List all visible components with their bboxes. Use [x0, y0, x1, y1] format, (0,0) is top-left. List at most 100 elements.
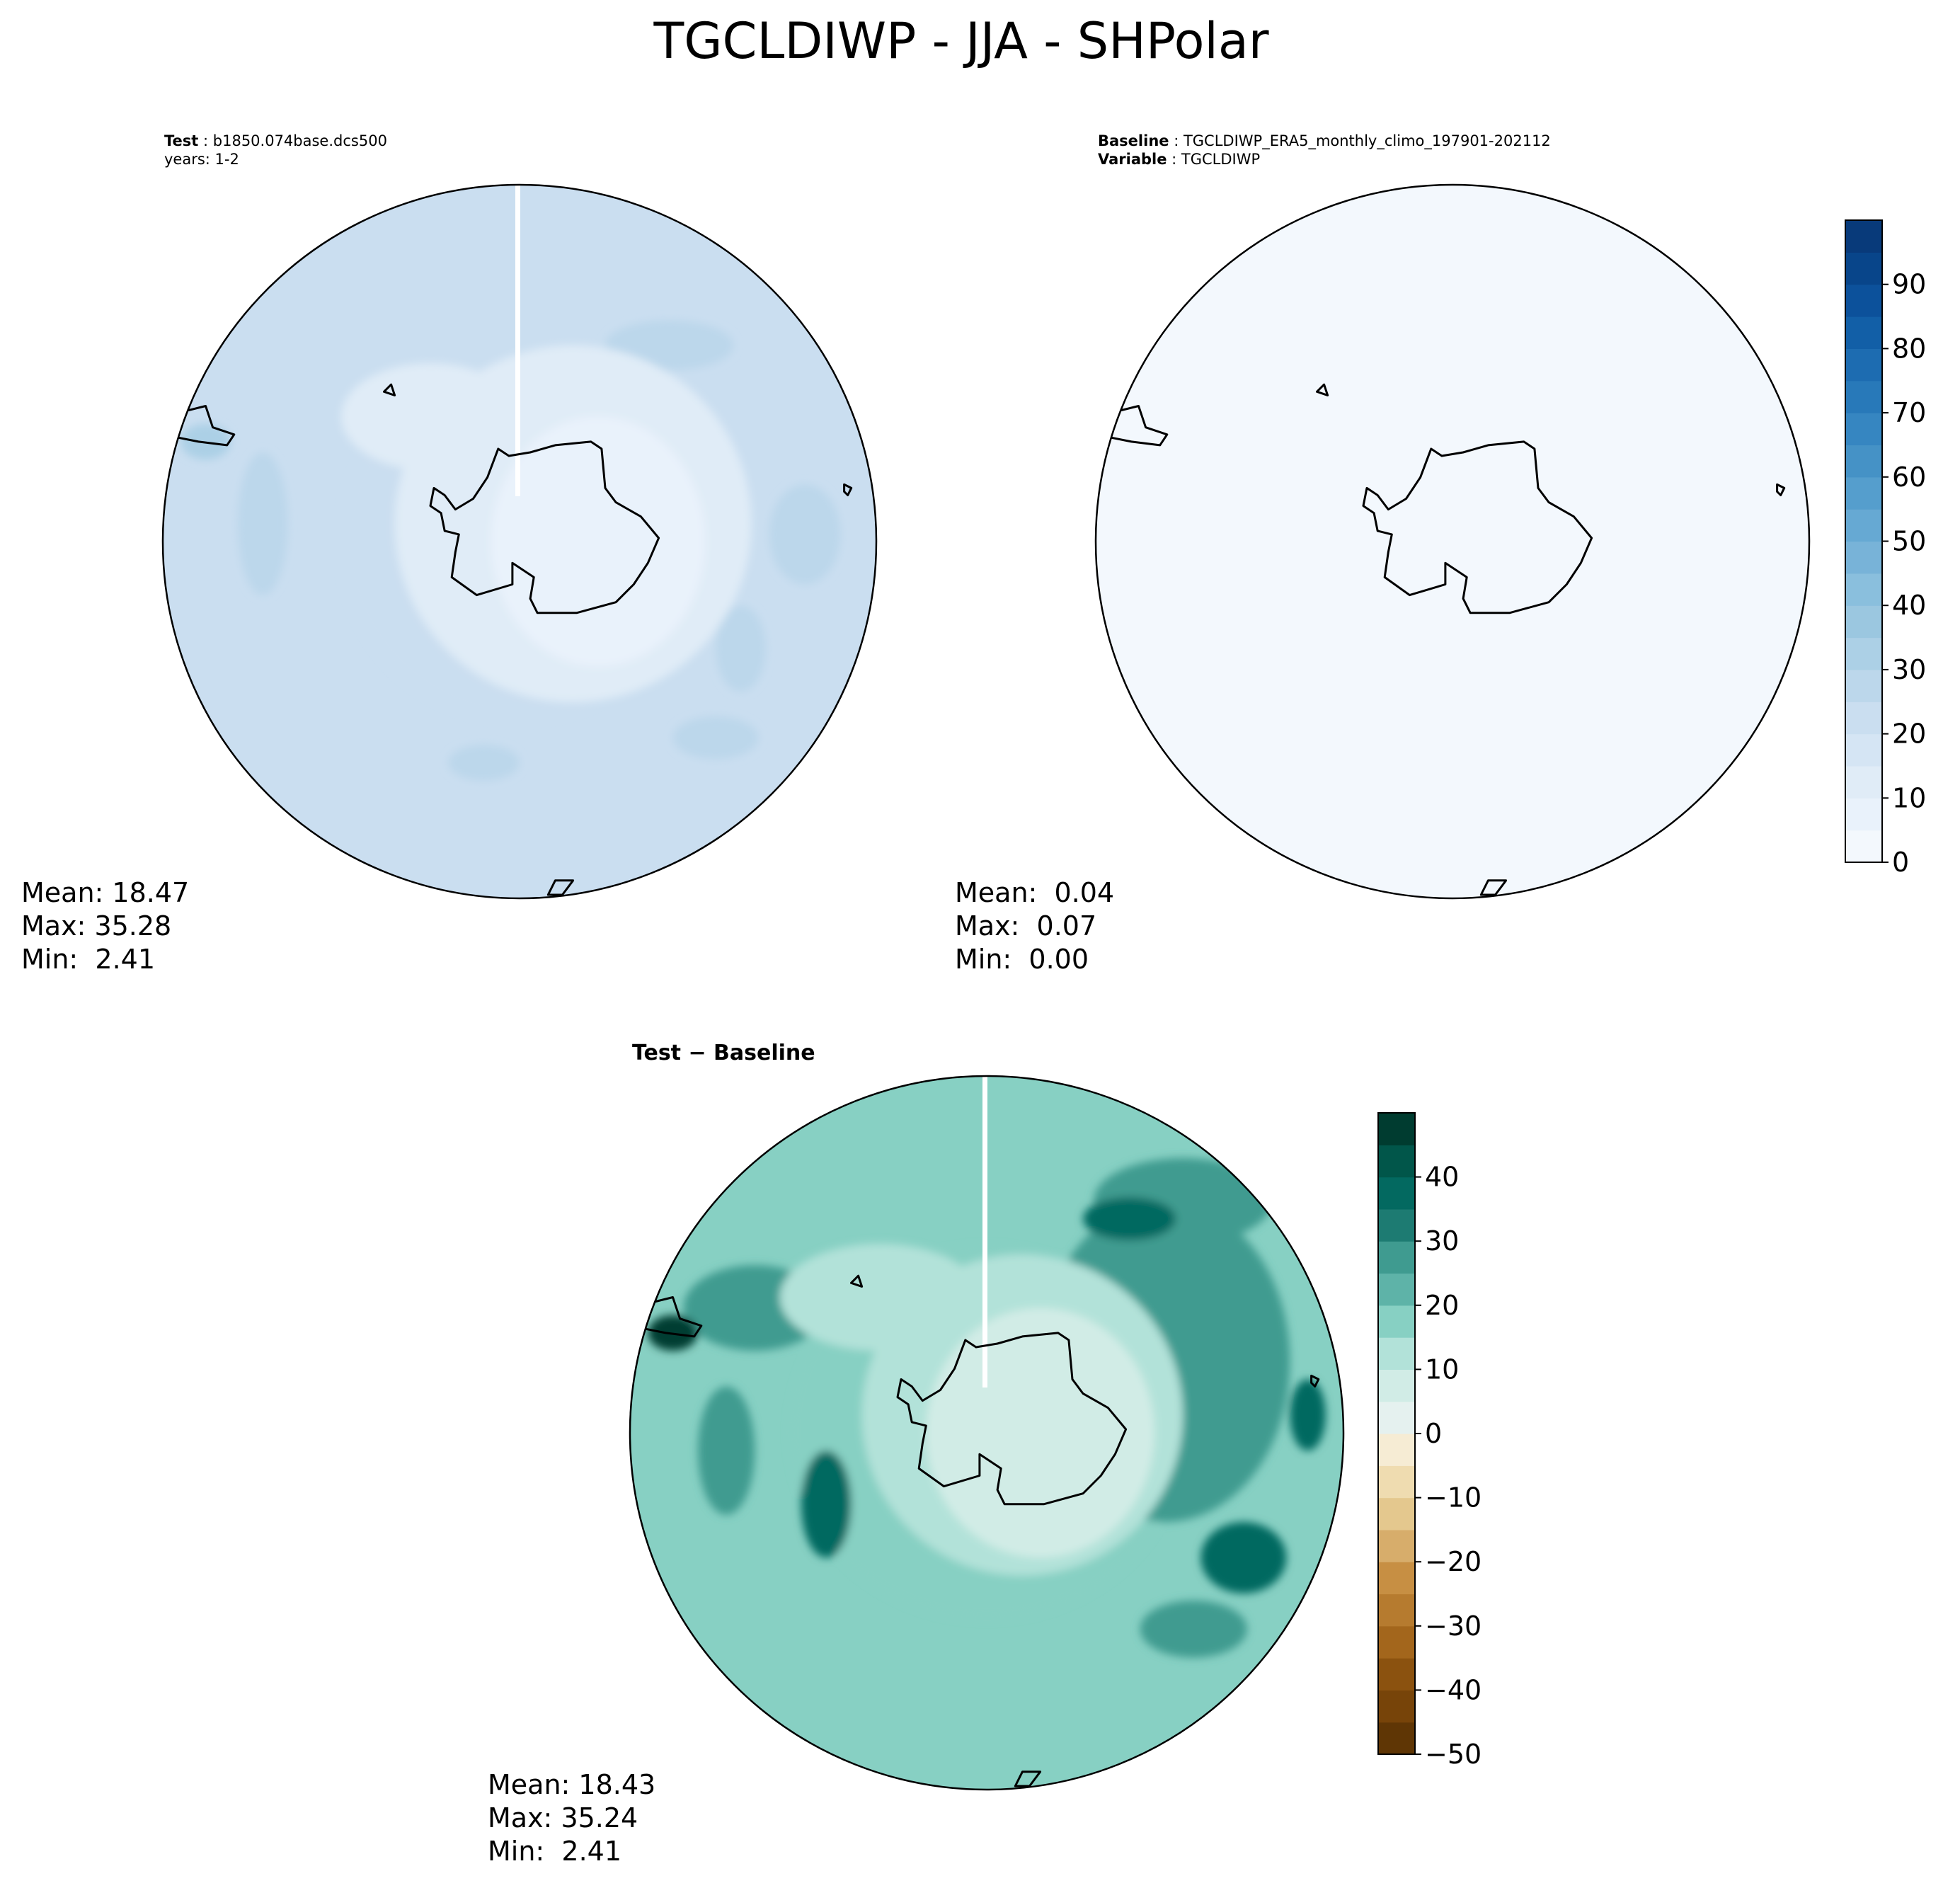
panel-difference-field-region-4-1: [779, 1243, 980, 1351]
colorbar-blues-band-13: [1845, 413, 1882, 446]
colorbar-blues-band-7: [1845, 605, 1882, 639]
panel-test-header-value: b1850.074base.dcs500: [213, 132, 387, 149]
panel-baseline-header-line-1: Baseline : TGCLDIWP_ERA5_monthly_climo_1…: [1098, 132, 1551, 150]
panel-test-map-boundary: [161, 183, 878, 900]
colorbar-blues-band-2: [1845, 765, 1882, 799]
colorbar-brbg-band-6: [1378, 1529, 1415, 1562]
colorbar-brbg-band-3: [1378, 1625, 1415, 1659]
panel-difference-field-region-1-3: [1140, 1600, 1247, 1658]
panel-difference-coastline-antarctica: [896, 1332, 1128, 1506]
colorbar-brbg-band-18: [1378, 1145, 1415, 1178]
colorbar-blues-band-3: [1845, 733, 1882, 767]
colorbar-brbg-tick-label-3: −20: [1425, 1546, 1482, 1577]
colorbar-blues-band-9: [1845, 541, 1882, 574]
panel-test-field-region-4-0: [491, 416, 706, 667]
panel-test-field-region-1-5: [716, 605, 766, 692]
colorbar-blues-band-17: [1845, 284, 1882, 317]
panel-test-header-line-1: Test : b1850.074base.dcs500: [164, 132, 387, 149]
colorbar-blues-tick-label-0: 0: [1892, 847, 1909, 878]
panel-test-coastline-kerguelen: [843, 483, 853, 496]
panel-test-coastline-south-shetland: [383, 383, 396, 396]
colorbar-blues-band-12: [1845, 445, 1882, 478]
colorbar-brbg-tick-label-9: 40: [1425, 1162, 1459, 1193]
panel-baseline-stat-max: Max: 0.07: [955, 910, 1096, 942]
panel-difference-coastline-south-shetland: [850, 1274, 864, 1288]
colorbar-brbg-tick-label-2: −30: [1425, 1610, 1482, 1642]
colorbar-blues-tick-label-5: 50: [1892, 526, 1926, 557]
colorbar-brbg-band-5: [1378, 1562, 1415, 1595]
panel-test-field-region-1-0: [237, 452, 288, 595]
panel-baseline-coastline-south-shetland: [1316, 383, 1329, 396]
panel-baseline-coastline-antarctica: [1362, 440, 1593, 614]
panel-baseline-field-blobs: [1096, 185, 1809, 898]
colorbar-brbg-band-1: [1378, 1690, 1415, 1723]
colorbar-brbg-band-15: [1378, 1241, 1415, 1274]
panel-difference-field-region-2-1: [1290, 1379, 1326, 1451]
panel-difference-stat-min: Min: 2.41: [488, 1836, 621, 1867]
panel-baseline: Baseline : TGCLDIWP_ERA5_monthly_climo_1…: [955, 132, 1811, 975]
colorbar-blues-band-18: [1845, 252, 1882, 285]
colorbar-blues-band-5: [1845, 669, 1882, 702]
panel-baseline-map: [1096, 185, 1809, 898]
colorbar-blues-band-14: [1845, 380, 1882, 413]
panel-baseline-variable-label: Variable: [1098, 151, 1167, 168]
colorbar-brbg-band-12: [1378, 1337, 1415, 1370]
panel-test-header-label: Test: [164, 132, 198, 149]
colorbar-blues-band-15: [1845, 348, 1882, 382]
colorbar-blues-band-0: [1845, 830, 1882, 863]
colorbar-blues-band-11: [1845, 476, 1882, 510]
colorbar-blues-band-16: [1845, 316, 1882, 349]
panel-test-stat-max: Max: 35.28: [21, 910, 171, 942]
colorbar-blues-band-1: [1845, 798, 1882, 831]
panel-baseline-field-region-0-0: [1096, 185, 1809, 898]
panel-test-field-region-1-2: [769, 484, 841, 585]
colorbar-brbg-band-13: [1378, 1305, 1415, 1338]
panel-test-field-region-3-1: [341, 363, 520, 471]
panel-test-coastline-new-zealand: [546, 879, 575, 896]
colorbar-blues-band-10: [1845, 509, 1882, 542]
panel-difference-stat-max: Max: 35.24: [488, 1802, 638, 1833]
colorbar-brbg-tick-label-5: 0: [1425, 1418, 1442, 1449]
colorbar-brbg-band-4: [1378, 1594, 1415, 1627]
colorbar-brbg-tick-label-0: −50: [1425, 1739, 1482, 1770]
panel-baseline-header-value: TGCLDIWP_ERA5_monthly_climo_197901-20211…: [1183, 132, 1551, 150]
panel-test-header-line-2: years: 1-2: [164, 151, 239, 168]
panel-difference-field-region-2-3: [801, 1451, 852, 1558]
colorbar-brbg-band-19: [1378, 1113, 1415, 1145]
colorbar-brbg-band-2: [1378, 1658, 1415, 1690]
colorbar-brbg-tick-label-8: 30: [1425, 1225, 1459, 1257]
colorbar-blues-tick-label-1: 10: [1892, 782, 1926, 813]
panel-test-coastline-antarctica: [429, 440, 660, 614]
colorbar-blues-band-8: [1845, 573, 1882, 606]
panel-test-field-region-1-4: [448, 745, 520, 781]
colorbar-brbg-band-17: [1378, 1177, 1415, 1210]
panel-test-map: [163, 185, 876, 898]
panel-difference-missing-stripe: [982, 1076, 987, 1388]
colorbar-brbg-band-0: [1378, 1722, 1415, 1755]
colorbar-blues-band-6: [1845, 637, 1882, 670]
figure-title: TGCLDIWP - JJA - SHPolar: [653, 12, 1268, 70]
colorbar-blues-tick-label-4: 40: [1892, 590, 1926, 621]
panel-baseline-map-boundary: [1094, 183, 1811, 900]
colorbar-brbg-band-9: [1378, 1434, 1415, 1466]
panel-difference-field-blobs: [648, 1157, 1326, 1658]
panel-difference-header: Test − Baseline: [632, 1041, 815, 1065]
colorbar-brbg-band-16: [1378, 1208, 1415, 1242]
colorbar-brbg-tick-label-1: −40: [1425, 1674, 1482, 1705]
colorbar-brbg-band-10: [1378, 1401, 1415, 1434]
panel-baseline-coastline-kerguelen: [1776, 483, 1786, 496]
panel-test-missing-stripe: [515, 185, 520, 496]
colorbar-blues: 0 10 20 30 40 50 60 70 80 90: [1845, 219, 1926, 878]
colorbar-brbg-tick-label-7: 20: [1425, 1290, 1459, 1321]
colorbar-blues-band-4: [1845, 702, 1882, 735]
panel-baseline-variable-value: TGCLDIWP: [1181, 151, 1260, 168]
panel-difference-field-region-2-2: [1200, 1522, 1287, 1594]
colorbar-blues-tick-label-3: 30: [1892, 654, 1926, 685]
panel-test-field-region-1-3: [672, 716, 759, 760]
panel-difference-field-region-2-0: [1083, 1197, 1176, 1240]
panel-difference-field-region-5-0: [926, 1308, 1154, 1558]
panel-baseline-coastline-new-zealand: [1479, 879, 1508, 896]
colorbar-brbg-band-14: [1378, 1273, 1415, 1306]
panel-difference-coastline-new-zealand: [1014, 1770, 1042, 1787]
